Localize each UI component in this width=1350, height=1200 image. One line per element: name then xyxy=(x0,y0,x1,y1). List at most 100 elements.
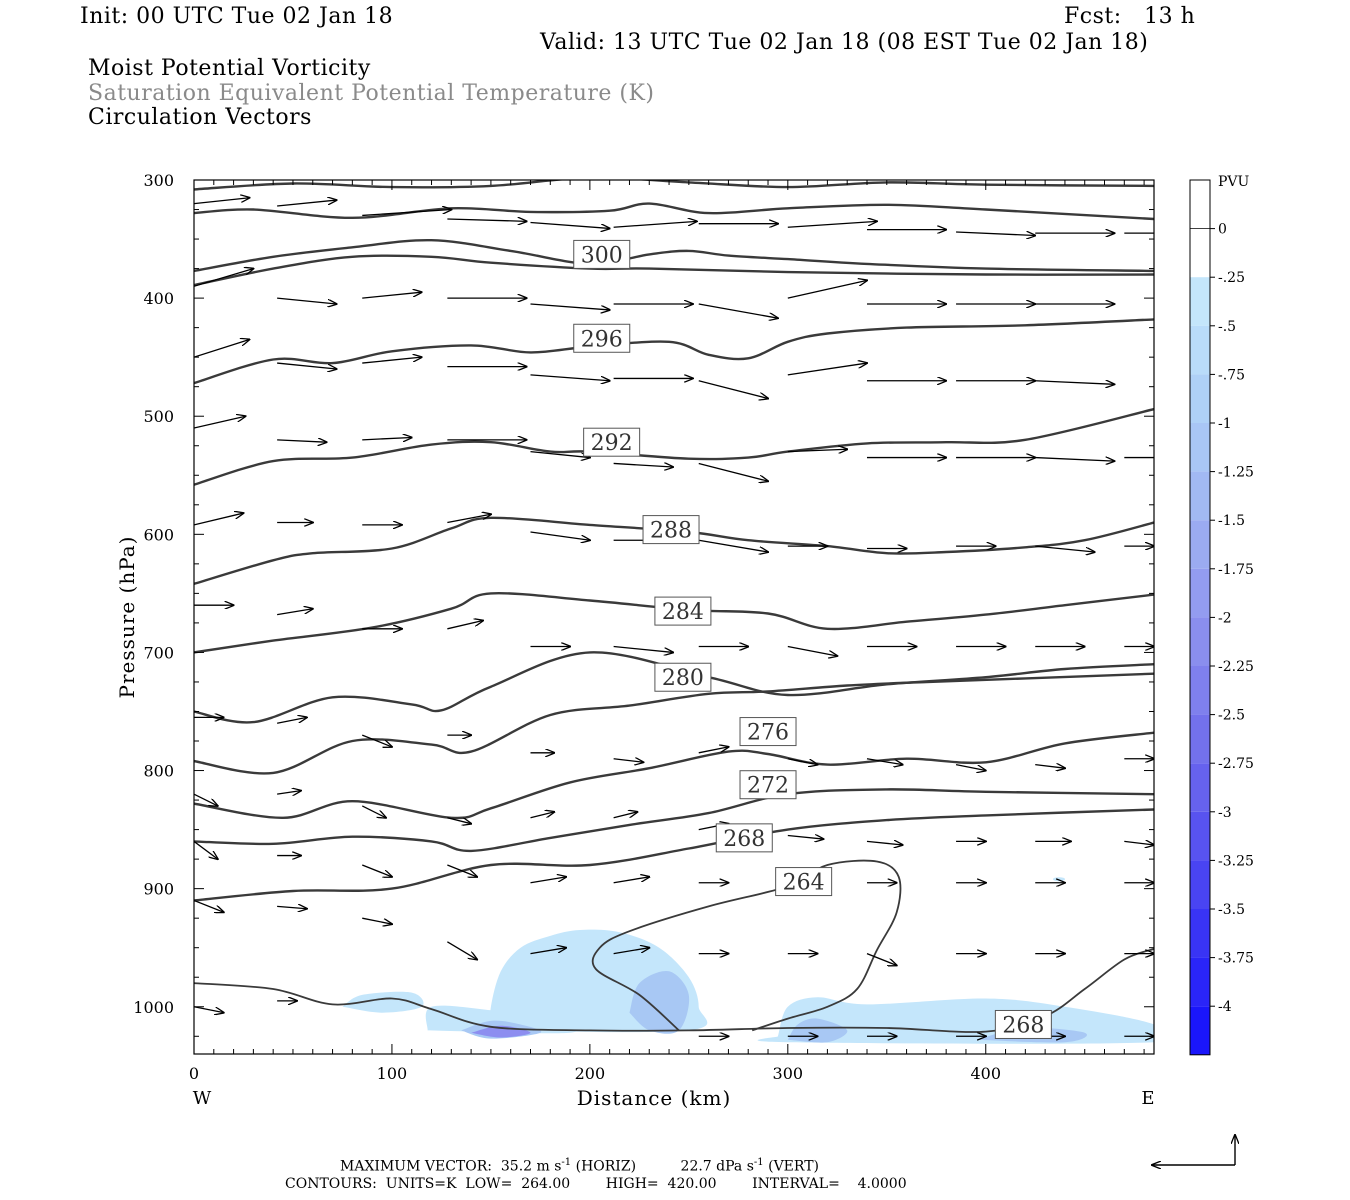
y-tick-label: 700 xyxy=(143,643,174,662)
circulation-vector xyxy=(787,449,847,451)
y-tick-label: 800 xyxy=(143,762,174,781)
circulation-vector xyxy=(277,717,307,724)
mpv-shade-blob xyxy=(425,1005,578,1034)
contour-label-box xyxy=(654,596,712,626)
circulation-vector xyxy=(194,269,253,287)
isentrope-contour xyxy=(194,180,1154,191)
isentrope-contour xyxy=(194,318,1154,385)
colorbar-swatch xyxy=(1190,180,1210,229)
isentrope-268-contour xyxy=(194,948,1154,1033)
circulation-vector xyxy=(362,437,411,439)
isentrope-contour xyxy=(194,202,1154,221)
circulation-vector xyxy=(866,758,903,765)
circulation-vector xyxy=(362,292,421,299)
circulation-vector xyxy=(530,531,589,540)
contour-label: 300 xyxy=(581,243,623,268)
colorbar-label: -3.75 xyxy=(1218,951,1254,967)
east-label: E xyxy=(1141,1088,1154,1109)
colorbar-swatch xyxy=(1190,228,1210,278)
circulation-vector xyxy=(698,303,778,318)
x-tick-label: 400 xyxy=(970,1064,1001,1083)
west-label: W xyxy=(193,1088,212,1109)
colorbar-label: -1.5 xyxy=(1218,513,1245,529)
circulation-vector xyxy=(613,645,673,653)
max-horiz-value: MAXIMUM VECTOR: 35.2 m s xyxy=(340,1158,562,1175)
colorbar-label: -3 xyxy=(1218,805,1232,821)
isentrope-contour xyxy=(194,238,1154,273)
colorbar-swatch xyxy=(1190,423,1210,472)
circulation-vector xyxy=(194,840,218,859)
colorbar-swatch xyxy=(1190,325,1210,375)
isentrope-contour xyxy=(194,651,1154,724)
contour-label: 264 xyxy=(783,871,825,896)
contour-label-box xyxy=(642,515,700,545)
contour-label: 268 xyxy=(723,827,765,852)
circulation-vector xyxy=(698,539,768,552)
circulation-vector xyxy=(277,362,336,369)
mpv-shade-blob xyxy=(342,991,424,1013)
circulation-vector xyxy=(447,219,526,221)
circulation-vector xyxy=(447,817,471,824)
circulation-vector xyxy=(194,198,249,205)
circulation-vector xyxy=(530,221,609,229)
colorbar-swatch xyxy=(1190,617,1210,666)
circulation-vector xyxy=(277,200,336,207)
colorbar-swatch xyxy=(1190,1006,1210,1055)
vert-exponent: -1 xyxy=(753,1157,764,1168)
circulation-vector xyxy=(194,513,243,526)
colorbar-label: -3.25 xyxy=(1218,853,1254,869)
circulation-vector xyxy=(277,297,336,304)
colorbar-label: -4 xyxy=(1218,999,1232,1015)
colorbar-label: -.5 xyxy=(1218,319,1236,335)
contour-label: 272 xyxy=(747,774,789,799)
contour-label-box xyxy=(739,717,797,747)
circulation-vector xyxy=(362,734,392,747)
circulation-vector xyxy=(613,759,644,763)
circulation-vector xyxy=(530,877,566,884)
colorbar-swatch xyxy=(1190,714,1210,764)
field-vectors-label: Circulation Vectors xyxy=(88,105,312,130)
isentrope-contour xyxy=(194,672,1154,775)
circulation-vector xyxy=(613,877,650,884)
colorbar-units: PVU xyxy=(1218,174,1250,190)
colorbar-label: -2.75 xyxy=(1218,756,1254,772)
circulation-vector xyxy=(613,463,673,467)
colorbar-label: -.25 xyxy=(1218,270,1245,286)
contour-label-box xyxy=(775,867,833,897)
contour-label-box xyxy=(994,1009,1052,1039)
horiz-exponent: -1 xyxy=(561,1157,572,1168)
isentrope-contour xyxy=(194,254,1154,287)
colorbar-label: -.75 xyxy=(1218,367,1245,383)
plot-frame xyxy=(193,179,1155,1055)
contour-label-box xyxy=(583,427,641,457)
circulation-vector xyxy=(447,941,477,960)
circulation-vector xyxy=(787,645,837,656)
circulation-vector xyxy=(1035,545,1094,552)
circulation-vector xyxy=(530,812,554,819)
circulation-vector xyxy=(787,221,877,228)
circulation-vector xyxy=(787,758,818,765)
circulation-vector xyxy=(194,899,224,912)
x-axis-label: Distance (km) xyxy=(577,1086,732,1110)
circulation-vector xyxy=(1035,765,1065,769)
colorbar-swatch xyxy=(1190,957,1210,1007)
circulation-vector xyxy=(955,763,986,771)
colorbar-swatch xyxy=(1190,860,1210,909)
circulation-vector xyxy=(787,363,867,376)
colorbar-swatch xyxy=(1190,374,1210,423)
colorbar-label: -2.5 xyxy=(1218,708,1245,724)
circulation-vector xyxy=(698,462,768,481)
contour-info: CONTOURS: UNITS=K LOW= 264.00 HIGH= 420.… xyxy=(285,1176,907,1192)
y-tick-label: 400 xyxy=(143,289,174,308)
valid-time: Valid: 13 UTC Tue 02 Jan 18 (08 EST Tue … xyxy=(540,30,1149,55)
isentrope-contour xyxy=(194,407,1154,486)
colorbar-label: 0 xyxy=(1218,222,1227,238)
contour-label: 268 xyxy=(1002,1013,1044,1038)
contour-label: 296 xyxy=(581,327,623,352)
vert-tag: (VERT) xyxy=(763,1158,819,1175)
circulation-vector xyxy=(530,374,609,381)
circulation-vector xyxy=(866,841,903,845)
colorbar-swatch xyxy=(1190,568,1210,618)
isentrope-contour xyxy=(194,788,1154,853)
colorbar-swatch xyxy=(1190,520,1210,569)
